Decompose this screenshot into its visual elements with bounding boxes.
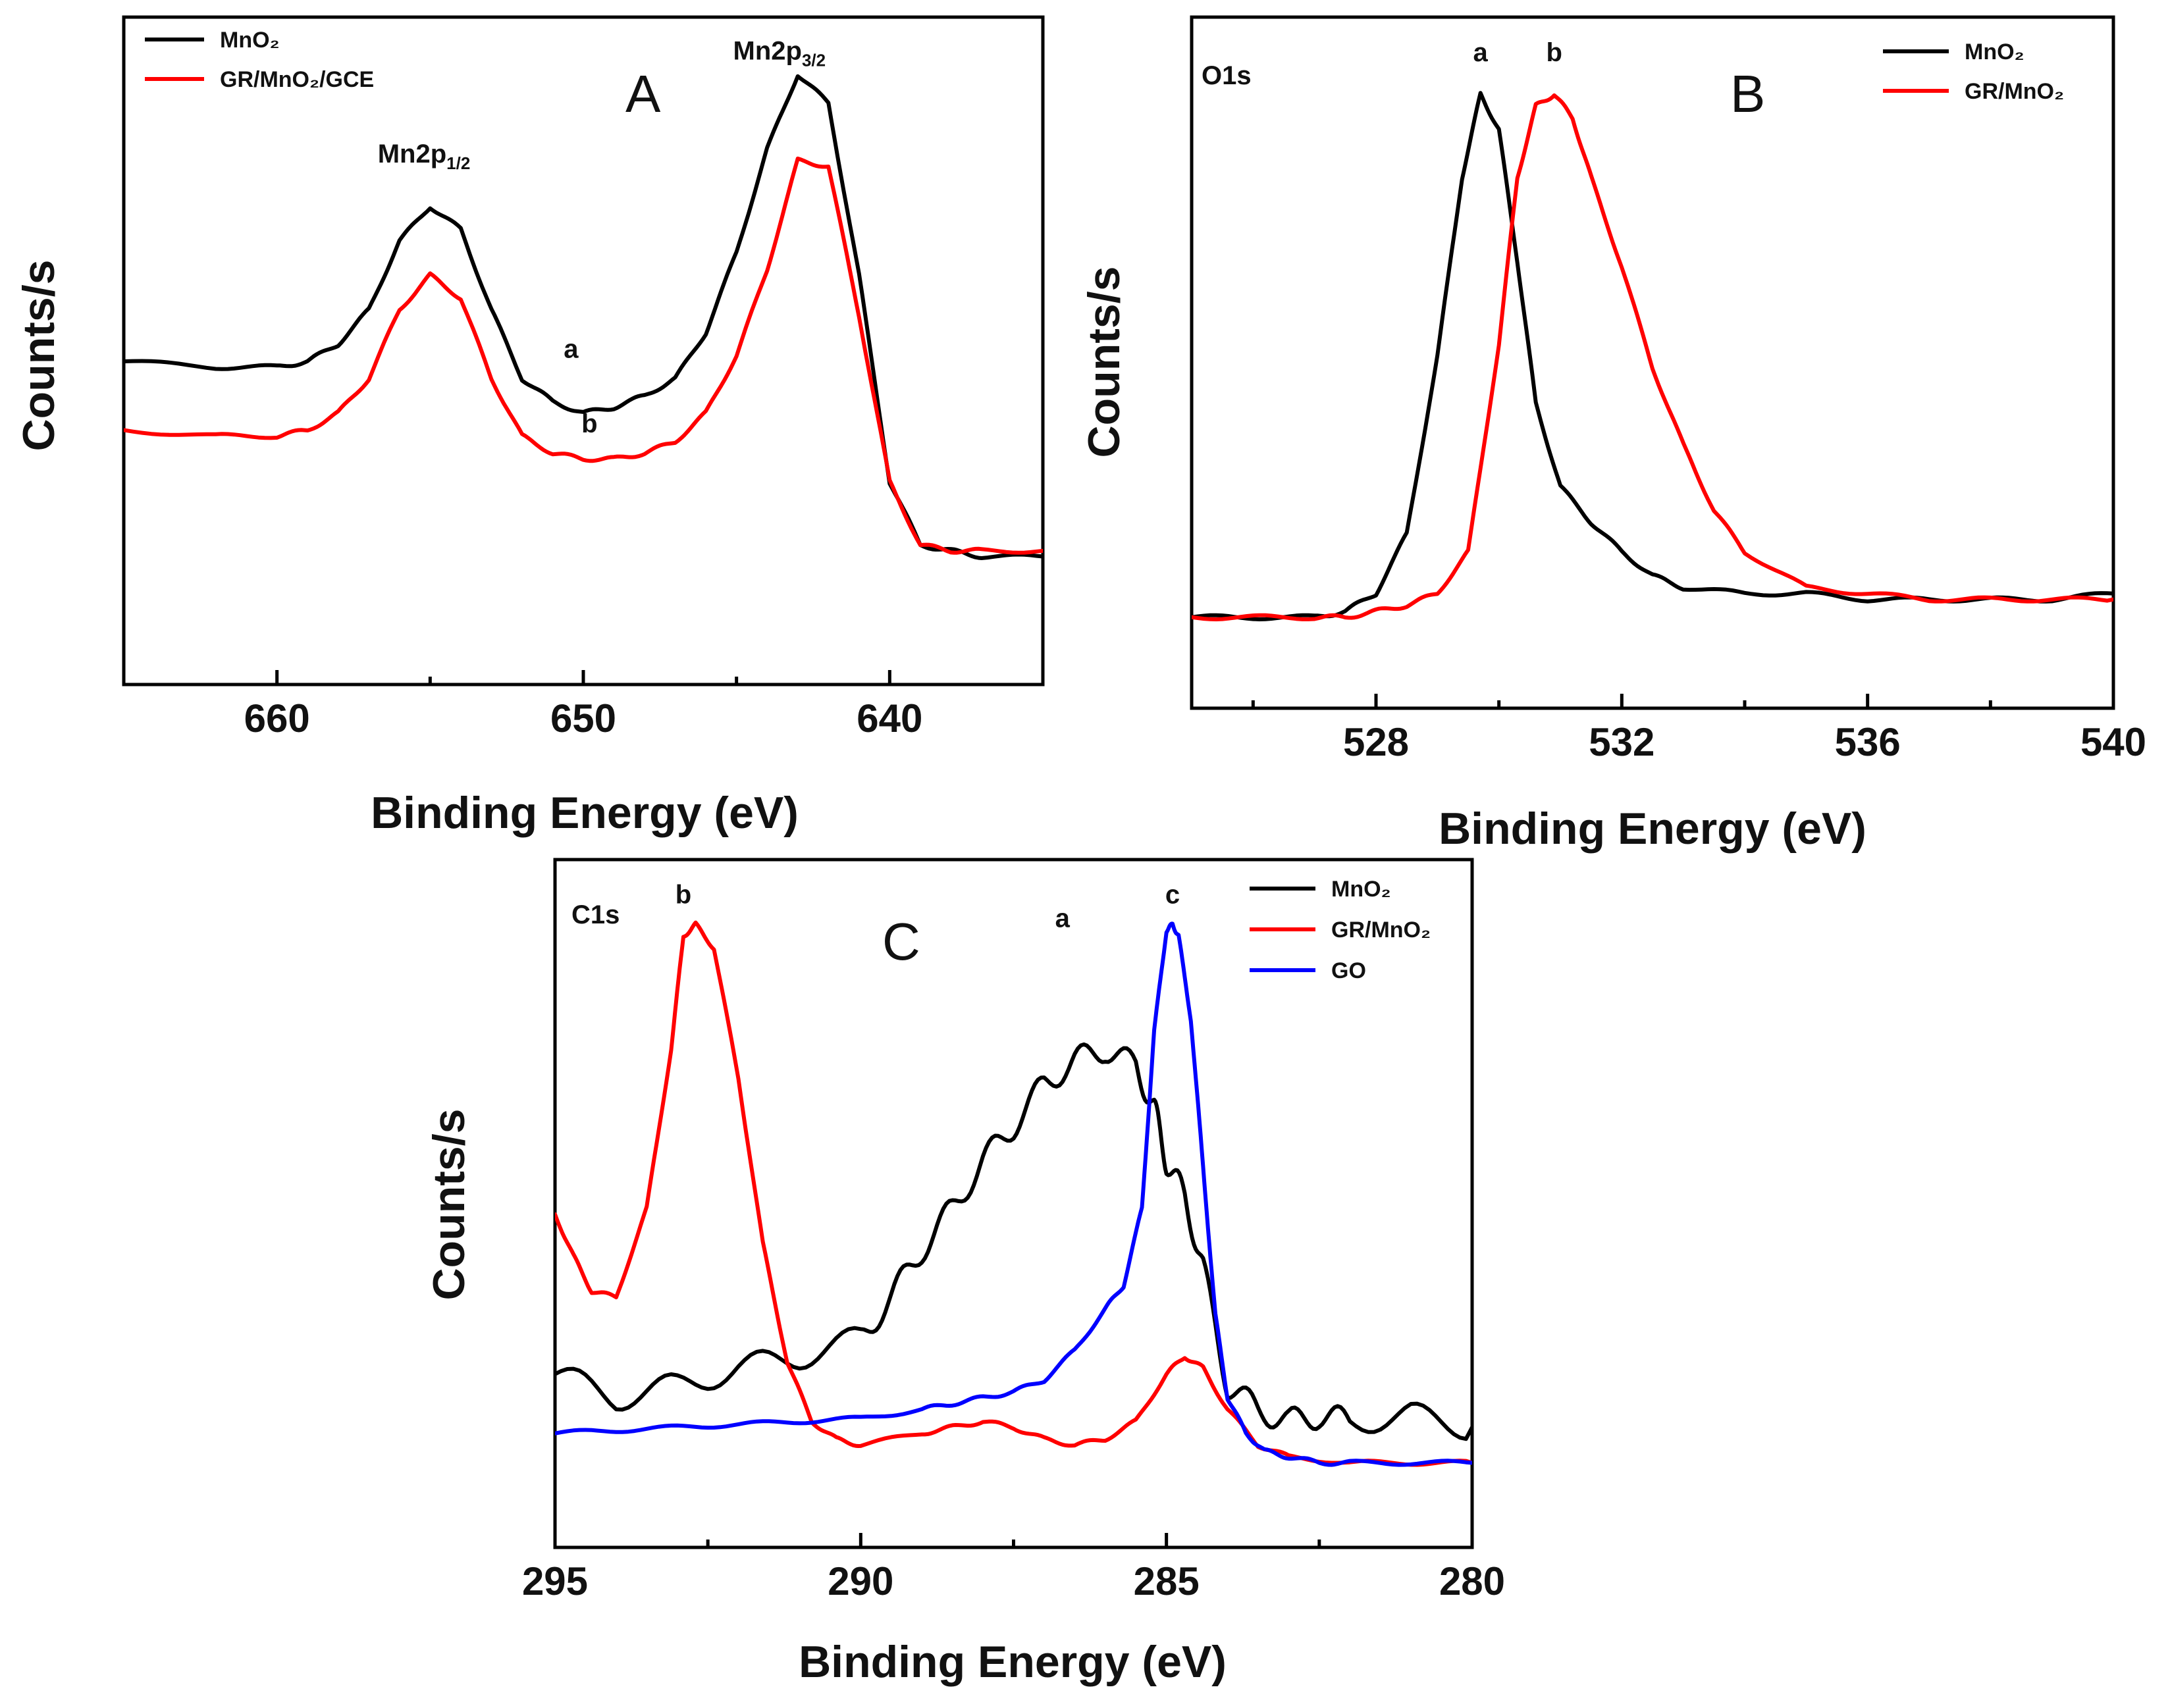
panel-c-tick-label: 290 (828, 1559, 893, 1603)
panel-a-legend-label: GR/MnO₂/GCE (220, 67, 374, 92)
panel-a-annotation-3: b (581, 409, 597, 438)
panel-b-legend-label: GR/MnO₂ (1965, 79, 2064, 104)
panel-b-tick-label: 532 (1589, 720, 1654, 764)
panel-a-xlabel: Binding Energy (eV) (371, 788, 799, 838)
panel-c-tick-label: 285 (1134, 1559, 1200, 1603)
panel-c-tick-label: 295 (522, 1559, 588, 1603)
panel-c-series-group (555, 920, 1472, 1467)
panel-a-annotation-subscript: 3/2 (802, 50, 826, 70)
panel-b-legend: MnO₂ GR/MnO₂ (1883, 39, 2064, 104)
panel-b-tick-label: 536 (1835, 720, 1901, 764)
panel-c-ylabel: Counts/s (424, 1109, 474, 1301)
panel-c-corner-label: C1s (571, 900, 620, 929)
panel-b-legend-label: MnO₂ (1965, 39, 2024, 65)
panel-a-tick-label: 640 (857, 696, 922, 740)
panel-b-tick-label: 528 (1343, 720, 1409, 764)
panel-c-legend: MnO₂ GR/MnO₂ GO (1250, 877, 1431, 983)
panel-c-series-0 (555, 1042, 1472, 1441)
panel-a-legend: MnO₂ GR/MnO₂/GCE (145, 28, 374, 92)
panel-a-legend-label: MnO₂ (220, 28, 280, 53)
panel-a-annotation-subscript: 1/2 (446, 153, 470, 173)
panel-b-series-0 (1192, 91, 2113, 621)
panel-a-tick-label: 650 (550, 696, 616, 740)
panel-c-annotation-1: a (1055, 904, 1071, 933)
panel-a: 660 650 640 Mn2p1/2 Mn2p3/2 a b MnO₂ GR/MnO₂/GCE… (14, 15, 1045, 838)
panel-c-legend-label: GR/MnO₂ (1331, 918, 1431, 943)
panel-a-annotation-0: Mn2p1/2 (378, 140, 471, 173)
panel-b-annotation-0: a (1473, 38, 1489, 67)
panel-b-series-group (1192, 91, 2113, 621)
panel-a-letter: A (625, 65, 661, 123)
panel-b-xlabel: Binding Energy (eV) (1439, 804, 1866, 854)
panel-b-plot-area: 528 532 536 540 a b MnO₂ GR/MnO₂ (1190, 15, 2146, 764)
panel-b: 528 532 536 540 a b MnO₂ GR/MnO₂ Binding Energy… (1079, 15, 2146, 854)
panel-a-annotation-2: a (564, 335, 579, 364)
panel-b-annotation-1: b (1546, 38, 1562, 67)
panel-c-annotation-2: c (1165, 881, 1180, 910)
panel-c: 295 290 285 280 b a c MnO₂ GR/MnO₂ GO Binding Ene… (424, 858, 1505, 1687)
panel-c-series-2 (555, 921, 1472, 1467)
panel-c-letter: C (882, 912, 920, 971)
panel-b-ylabel: Counts/s (1079, 267, 1129, 458)
panel-b-frame (1190, 15, 2115, 710)
panel-c-series-1 (555, 920, 1472, 1467)
panel-b-tick-label: 540 (2080, 720, 2146, 764)
panel-c-tick-label: 280 (1439, 1559, 1505, 1603)
panel-a-tick-label: 660 (244, 696, 310, 740)
panel-a-annotation-1: Mn2p3/2 (733, 36, 826, 70)
panel-a-frame (122, 15, 1045, 686)
panel-a-plot-area: 660 650 640 Mn2p1/2 Mn2p3/2 a b MnO₂ GR/MnO₂/GCE (122, 15, 1045, 740)
panel-a-ylabel: Counts/s (14, 260, 64, 452)
panel-b-letter: B (1730, 65, 1765, 123)
panel-b-series-1 (1192, 93, 2113, 621)
panel-c-xlabel: Binding Energy (eV) (799, 1637, 1227, 1687)
panel-c-plot-area: 295 290 285 280 b a c MnO₂ GR/MnO₂ GO (522, 858, 1505, 1603)
panel-c-legend-label: GO (1331, 958, 1366, 983)
panel-a-series-1 (124, 156, 1043, 555)
panel-a-series-group (124, 74, 1043, 560)
panel-a-series-0 (124, 74, 1043, 560)
panel-c-legend-label: MnO₂ (1331, 877, 1391, 902)
panel-b-corner-label: O1s (1202, 61, 1252, 90)
panel-c-annotation-0: b (675, 881, 691, 910)
